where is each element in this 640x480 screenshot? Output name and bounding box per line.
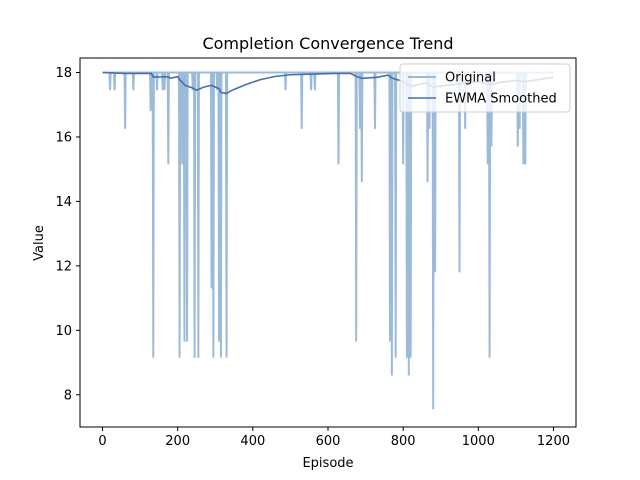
- chart-title: Completion Convergence Trend: [202, 34, 453, 53]
- y-tick-label: 14: [55, 195, 72, 210]
- legend-label: EWMA Smoothed: [445, 92, 557, 107]
- x-axis-label: Episode: [302, 456, 353, 471]
- series-original-line: [102, 71, 554, 410]
- x-tick-label: 800: [391, 434, 416, 449]
- x-tick-label: 1000: [462, 434, 495, 449]
- x-tick-label: 1200: [537, 434, 570, 449]
- y-tick-label: 16: [55, 130, 72, 145]
- x-tick-label: 0: [98, 434, 106, 449]
- x-tick-label: 600: [316, 434, 341, 449]
- y-axis-label: Value: [32, 225, 47, 261]
- y-tick-label: 8: [64, 388, 72, 403]
- legend-label: Original: [445, 71, 496, 86]
- x-tick-label: 400: [240, 434, 265, 449]
- y-tick-label: 12: [55, 259, 72, 274]
- x-tick-label: 200: [165, 434, 190, 449]
- legend-box: [399, 63, 571, 113]
- y-tick-label: 18: [55, 66, 72, 81]
- y-tick-label: 10: [55, 324, 72, 339]
- legend: Original EWMA Smoothed: [399, 63, 571, 113]
